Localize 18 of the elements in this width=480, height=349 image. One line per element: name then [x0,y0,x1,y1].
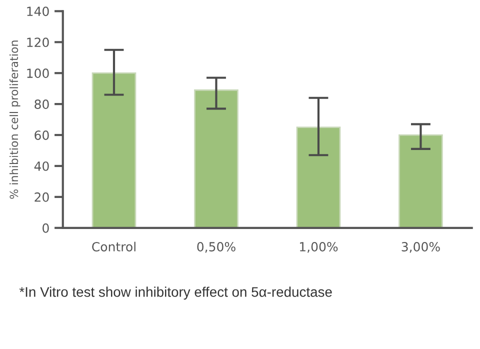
bar [398,134,443,228]
y-axis-title: % inhibition cell proliferation [10,40,20,199]
x-tick-label: 1,00% [300,242,338,253]
y-tick-label: 60 [34,130,49,140]
y-tick-label: 40 [34,161,49,171]
y-tick-label: 140 [27,6,49,16]
y-tick-label: 100 [27,68,49,78]
bar [194,89,238,228]
bar [296,126,341,228]
y-tick-label: 120 [27,38,49,48]
y-tick-label: 80 [34,100,49,109]
text: *In Vitro test show inhibitory effect on 5α-reductase [19,286,332,300]
x-tick-label: 0,50% [197,242,236,253]
x-tick-label: Control [92,242,136,252]
y-tick-label: 0 [42,223,49,233]
x-tick-label: 3,00% [402,242,440,253]
y-tick-label: 20 [34,192,49,202]
bar [92,72,136,228]
